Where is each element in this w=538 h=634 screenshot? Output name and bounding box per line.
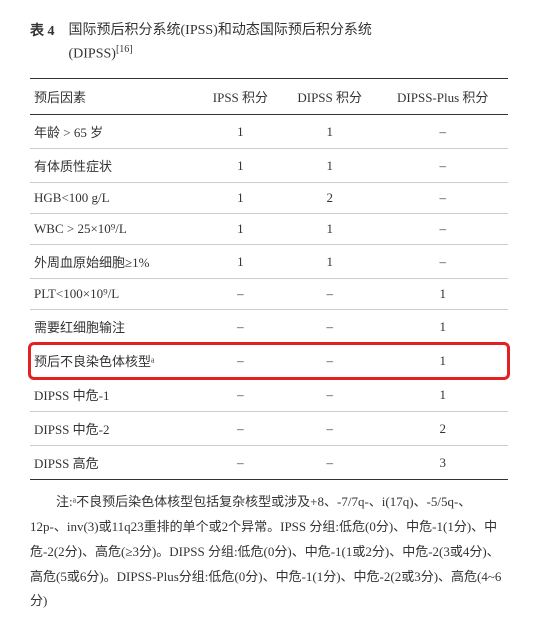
cell-plus: – xyxy=(377,115,508,149)
cell-factor: PLT<100×10⁹/L xyxy=(30,279,199,310)
cell-ipss: 1 xyxy=(199,245,282,279)
col-dipss: DIPSS 积分 xyxy=(282,79,377,115)
table-row: 外周血原始细胞≥1%11– xyxy=(30,245,508,279)
table-row: 有体质性症状11– xyxy=(30,149,508,183)
table-footnote: 注:ᵃ不良预后染色体核型包括复杂核型或涉及+8、-7/7q-、i(17q)、-5… xyxy=(30,490,508,613)
cell-factor: 外周血原始细胞≥1% xyxy=(30,245,199,279)
cell-factor: WBC > 25×10⁹/L xyxy=(30,214,199,245)
table-row: PLT<100×10⁹/L––1 xyxy=(30,279,508,310)
table-row: WBC > 25×10⁹/L11– xyxy=(30,214,508,245)
table-caption: 表 4 国际预后积分系统(IPSS)和动态国际预后积分系统 (DIPSS)[16… xyxy=(30,20,508,66)
cell-ipss: – xyxy=(199,378,282,412)
col-dipss-plus: DIPSS-Plus 积分 xyxy=(377,79,508,115)
title-line1: 国际预后积分系统(IPSS)和动态国际预后积分系统 xyxy=(69,23,372,38)
cell-factor: HGB<100 g/L xyxy=(30,183,199,214)
cell-dipss: 1 xyxy=(282,149,377,183)
cell-dipss: – xyxy=(282,378,377,412)
title-line2: (DIPSS) xyxy=(69,47,116,62)
cell-ipss: – xyxy=(199,446,282,480)
table-number: 表 4 xyxy=(30,20,55,40)
table-header-row: 预后因素 IPSS 积分 DIPSS 积分 DIPSS-Plus 积分 xyxy=(30,79,508,115)
cell-ipss: 1 xyxy=(199,183,282,214)
cell-dipss: 1 xyxy=(282,115,377,149)
table-row: HGB<100 g/L12– xyxy=(30,183,508,214)
cell-dipss: 1 xyxy=(282,214,377,245)
cell-ipss: 1 xyxy=(199,115,282,149)
cell-factor: 年龄 > 65 岁 xyxy=(30,115,199,149)
cell-plus: 1 xyxy=(377,378,508,412)
cell-ipss: – xyxy=(199,344,282,378)
table-row: DIPSS 中危-2––2 xyxy=(30,412,508,446)
cell-factor: 需要红细胞输注 xyxy=(30,310,199,344)
cell-ipss: – xyxy=(199,310,282,344)
cell-plus: 2 xyxy=(377,412,508,446)
col-ipss: IPSS 积分 xyxy=(199,79,282,115)
table-row: DIPSS 高危––3 xyxy=(30,446,508,480)
table-row: DIPSS 中危-1––1 xyxy=(30,378,508,412)
cell-ipss: 1 xyxy=(199,214,282,245)
cell-plus: – xyxy=(377,149,508,183)
prognostic-score-table: 预后因素 IPSS 积分 DIPSS 积分 DIPSS-Plus 积分 年龄 >… xyxy=(30,78,508,480)
cell-factor: DIPSS 中危-1 xyxy=(30,378,199,412)
cell-plus: – xyxy=(377,183,508,214)
cell-factor: DIPSS 中危-2 xyxy=(30,412,199,446)
cell-plus: – xyxy=(377,214,508,245)
cell-dipss: – xyxy=(282,344,377,378)
cell-dipss: – xyxy=(282,310,377,344)
col-factor: 预后因素 xyxy=(30,79,199,115)
cell-plus: – xyxy=(377,245,508,279)
cell-factor: DIPSS 高危 xyxy=(30,446,199,480)
cell-ipss: – xyxy=(199,412,282,446)
cell-dipss: – xyxy=(282,279,377,310)
cell-plus: 1 xyxy=(377,310,508,344)
table-row: 需要红细胞输注––1 xyxy=(30,310,508,344)
cell-factor: 预后不良染色体核型ᵃ xyxy=(30,344,199,378)
cell-ipss: 1 xyxy=(199,149,282,183)
table-title: 国际预后积分系统(IPSS)和动态国际预后积分系统 (DIPSS)[16] xyxy=(69,20,372,66)
cell-factor: 有体质性症状 xyxy=(30,149,199,183)
cell-dipss: – xyxy=(282,412,377,446)
cell-plus: 3 xyxy=(377,446,508,480)
cell-dipss: 1 xyxy=(282,245,377,279)
table-row: 预后不良染色体核型ᵃ––1 xyxy=(30,344,508,378)
cell-plus: 1 xyxy=(377,279,508,310)
cell-plus: 1 xyxy=(377,344,508,378)
table-row: 年龄 > 65 岁11– xyxy=(30,115,508,149)
cell-dipss: – xyxy=(282,446,377,480)
title-ref: [16] xyxy=(116,44,133,55)
cell-ipss: – xyxy=(199,279,282,310)
cell-dipss: 2 xyxy=(282,183,377,214)
